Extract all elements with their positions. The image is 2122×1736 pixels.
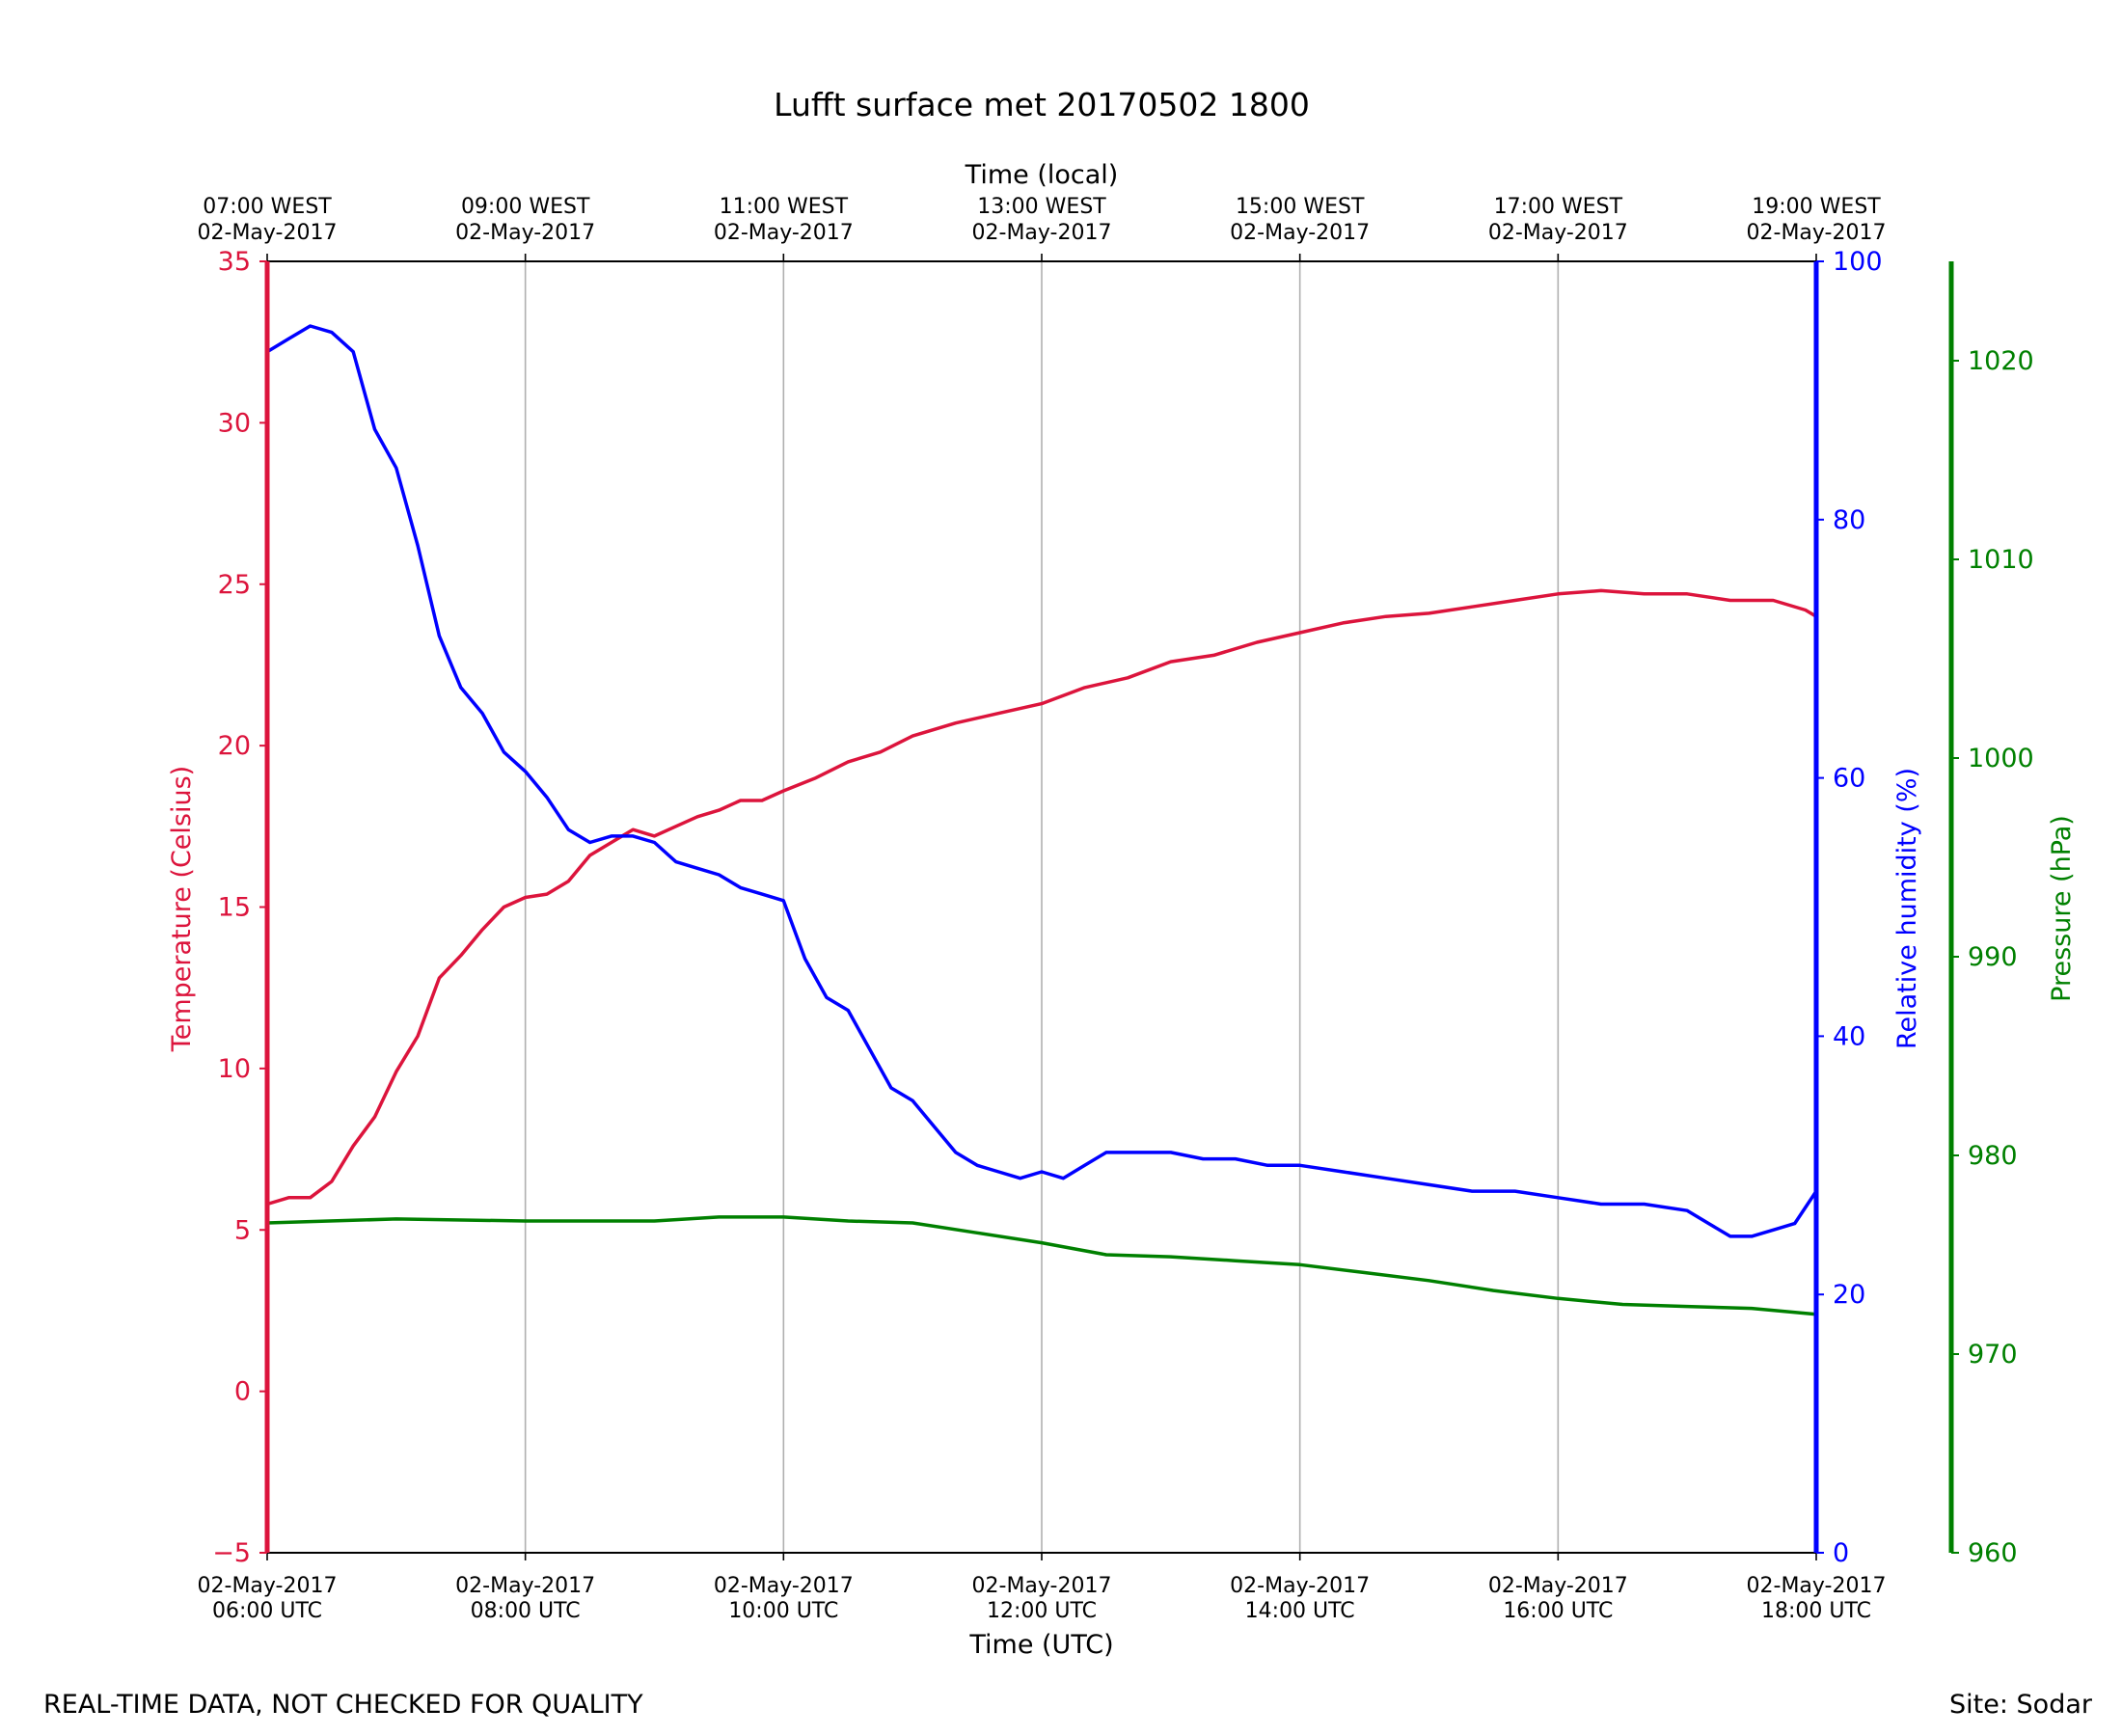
x-tick-date: 02-May-2017	[972, 1574, 1112, 1598]
x-tick-time: 18:00 UTC	[1761, 1599, 1871, 1623]
temperature-tick-label: −5	[212, 1538, 251, 1568]
temperature-tick-label: 10	[218, 1054, 251, 1084]
x-tick-time: 06:00 UTC	[212, 1599, 322, 1623]
x-tick-date: 02-May-2017	[455, 1574, 595, 1598]
plot-lines	[265, 324, 1818, 1316]
pressure-line	[265, 1215, 1818, 1316]
temperature-line	[265, 588, 1818, 1207]
top-axis-label: Time (local)	[965, 160, 1119, 190]
humidity-axis-label: Relative humidity (%)	[1892, 768, 1922, 1049]
top-tick-date: 02-May-2017	[198, 221, 338, 245]
top-tick-time: 11:00 WEST	[720, 195, 849, 219]
top-tick-time: 15:00 WEST	[1236, 195, 1365, 219]
site-label: Site: Sodar	[1949, 1690, 2092, 1720]
humidity-line	[265, 324, 1818, 1238]
humidity-tick-label: 100	[1833, 247, 1883, 277]
pressure-tick-label: 1020	[1968, 346, 2034, 376]
x-tick-date: 02-May-2017	[1488, 1574, 1628, 1598]
temperature-tick-label: 5	[234, 1215, 251, 1245]
x-tick-time: 12:00 UTC	[987, 1599, 1097, 1623]
pressure-axis-label: Pressure (hPa)	[2047, 815, 2077, 1002]
top-tick-time: 07:00 WEST	[203, 195, 332, 219]
pressure-tick-label: 1010	[1968, 545, 2034, 575]
vertical-grid	[524, 261, 1560, 1553]
x-tick-time: 14:00 UTC	[1245, 1599, 1355, 1623]
top-tick-date: 02-May-2017	[714, 221, 854, 245]
humidity-tick-label: 20	[1833, 1280, 1865, 1310]
temperature-tick-label: 35	[218, 247, 251, 277]
top-tick-time: 09:00 WEST	[461, 195, 590, 219]
humidity-tick-label: 60	[1833, 764, 1865, 794]
pressure-tick-label: 980	[1968, 1141, 2018, 1171]
humidity-tick-label: 40	[1833, 1021, 1865, 1051]
temperature-axis-label: Temperature (Celsius)	[167, 766, 197, 1052]
top-tick-date: 02-May-2017	[455, 221, 595, 245]
temperature-tick-label: 0	[234, 1377, 251, 1407]
temperature-tick-label: 25	[218, 570, 251, 600]
top-tick-date: 02-May-2017	[972, 221, 1112, 245]
x-tick-date: 02-May-2017	[714, 1574, 854, 1598]
top-tick-time: 19:00 WEST	[1752, 195, 1881, 219]
top-tick-date: 02-May-2017	[1230, 221, 1370, 245]
top-tick-time: 17:00 WEST	[1494, 195, 1623, 219]
x-tick-time: 10:00 UTC	[728, 1599, 838, 1623]
pressure-tick-label: 970	[1968, 1340, 2018, 1370]
temperature-tick-label: 30	[218, 408, 251, 438]
pressure-tick-label: 960	[1968, 1538, 2018, 1568]
top-tick-time: 13:00 WEST	[977, 195, 1106, 219]
temperature-tick-label: 15	[218, 893, 251, 923]
temperature-tick-label: 20	[218, 731, 251, 761]
pressure-tick-label: 990	[1968, 942, 2018, 972]
humidity-tick-label: 80	[1833, 505, 1865, 535]
pressure-tick-label: 1000	[1968, 744, 2034, 773]
bottom-axis-label: Time (UTC)	[968, 1630, 1113, 1660]
x-tick-time: 16:00 UTC	[1503, 1599, 1613, 1623]
x-tick-date: 02-May-2017	[1230, 1574, 1370, 1598]
humidity-tick-label: 0	[1833, 1538, 1849, 1568]
top-tick-date: 02-May-2017	[1488, 221, 1628, 245]
x-tick-time: 08:00 UTC	[471, 1599, 581, 1623]
chart-title: Lufft surface met 20170502 1800	[774, 86, 1310, 123]
quality-disclaimer: REAL-TIME DATA, NOT CHECKED FOR QUALITY	[43, 1690, 643, 1720]
top-tick-date: 02-May-2017	[1747, 221, 1887, 245]
x-tick-date: 02-May-2017	[1747, 1574, 1887, 1598]
x-tick-date: 02-May-2017	[198, 1574, 338, 1598]
